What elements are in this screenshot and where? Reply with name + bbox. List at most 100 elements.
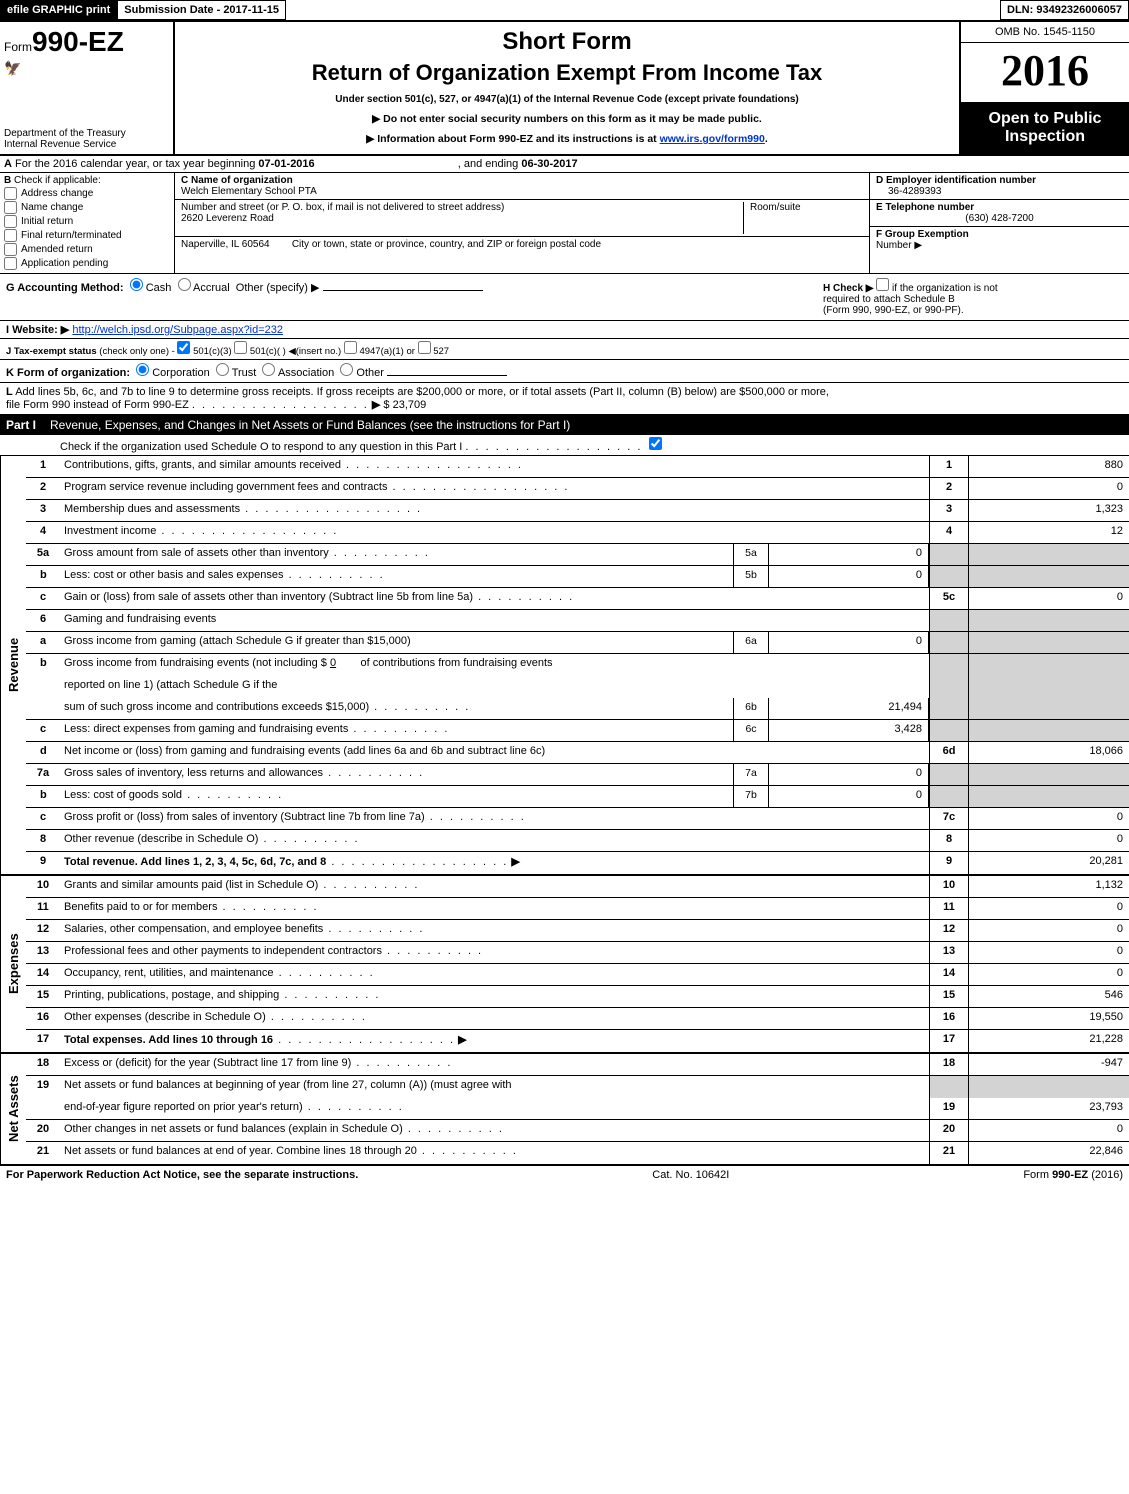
row-g-h: G Accounting Method: Cash Accrual Other … <box>0 274 1129 321</box>
lbl-4947: 4947(a)(1) or <box>359 346 414 357</box>
desc-5a: Gross amount from sale of assets other t… <box>60 544 733 565</box>
b-label: B <box>4 175 11 186</box>
ln-20: 20 <box>26 1120 60 1141</box>
col-c: C Name of organization Welch Elementary … <box>175 173 869 273</box>
line-13: 13Professional fees and other payments t… <box>26 942 1129 964</box>
part-i-title: Revenue, Expenses, and Changes in Net As… <box>50 418 570 432</box>
org-name: Welch Elementary School PTA <box>181 186 863 197</box>
mv-6c: 3,428 <box>769 720 929 741</box>
desc-14: Occupancy, rent, utilities, and maintena… <box>60 964 929 985</box>
irs-link[interactable]: www.irs.gov/form990 <box>660 133 765 145</box>
cb-initial[interactable] <box>4 215 17 228</box>
header-right: OMB No. 1545-1150 2016 Open to Public In… <box>959 22 1129 154</box>
desc-9-text: Total revenue. Add lines 1, 2, 3, 4, 5c,… <box>64 856 326 868</box>
cb-527[interactable] <box>418 341 431 354</box>
header-left: Form990-EZ 🦅 Department of the Treasury … <box>0 22 175 154</box>
num-4: 4 <box>929 522 969 543</box>
desc-6b-3: sum of such gross income and contributio… <box>60 698 733 719</box>
a-begin: 07-01-2016 <box>258 158 314 170</box>
desc-11: Benefits paid to or for members <box>60 898 929 919</box>
lbl-accrual: Accrual <box>193 282 230 294</box>
lbl-insert: ◀(insert no.) <box>288 346 341 357</box>
desc-6c: Less: direct expenses from gaming and fu… <box>60 720 733 741</box>
lbl-pending: Application pending <box>21 258 108 269</box>
dept-line1: Department of the Treasury <box>4 128 169 139</box>
lbl-501c: 501(c)( ) <box>250 346 286 357</box>
num-2: 2 <box>929 478 969 499</box>
mc-5b: 5b <box>733 566 769 587</box>
mc-7a: 7a <box>733 764 769 785</box>
mc-6c: 6c <box>733 720 769 741</box>
mv-5a: 0 <box>769 544 929 565</box>
dots-17 <box>273 1034 455 1046</box>
l-text1: Add lines 5b, 6c, and 7b to line 9 to de… <box>15 386 829 398</box>
num-6a-shade <box>929 632 969 653</box>
short-form-title: Short Form <box>183 28 951 56</box>
revenue-section: Revenue 1Contributions, gifts, grants, a… <box>0 456 1129 876</box>
other-specify-line[interactable] <box>323 290 483 291</box>
vtab-expenses: Expenses <box>0 876 26 1052</box>
cb-4947[interactable] <box>344 341 357 354</box>
lbl-cash: Cash <box>146 282 172 294</box>
num-6-shade <box>929 610 969 631</box>
num-11: 11 <box>929 898 969 919</box>
line-6d: dNet income or (loss) from gaming and fu… <box>26 742 1129 764</box>
num-7a-shade <box>929 764 969 785</box>
desc-6d: Net income or (loss) from gaming and fun… <box>60 742 929 763</box>
amt-14: 0 <box>969 964 1129 985</box>
line-5c: cGain or (loss) from sale of assets othe… <box>26 588 1129 610</box>
cb-schedule-o[interactable] <box>649 437 662 450</box>
open-public-1: Open to Public <box>965 110 1125 128</box>
desc-7a: Gross sales of inventory, less returns a… <box>60 764 733 785</box>
other-org-line[interactable] <box>387 375 507 376</box>
rb-assoc[interactable] <box>262 363 275 376</box>
desc-3: Membership dues and assessments <box>60 500 929 521</box>
mv-6a: 0 <box>769 632 929 653</box>
dept-line2: Internal Revenue Service <box>4 139 169 150</box>
netassets-section: Net Assets 18Excess or (deficit) for the… <box>0 1054 1129 1164</box>
ln-17: 17 <box>26 1030 60 1052</box>
part-i-label: Part I <box>6 418 36 432</box>
rb-cash[interactable] <box>130 278 143 291</box>
arrow2-prefix: ▶ Information about Form 990-EZ and its … <box>366 133 659 145</box>
l-arrow: ▶ <box>372 399 380 411</box>
rb-other-org[interactable] <box>340 363 353 376</box>
line-6b-2: reported on line 1) (attach Schedule G i… <box>26 676 1129 698</box>
cb-amended[interactable] <box>4 243 17 256</box>
rb-corp[interactable] <box>136 363 149 376</box>
expenses-section: Expenses 10Grants and similar amounts pa… <box>0 876 1129 1054</box>
ln-6b-blank <box>26 676 60 698</box>
vtab-revenue: Revenue <box>0 456 26 874</box>
e-box: E Telephone number (630) 428-7200 <box>870 200 1129 227</box>
desc-1: Contributions, gifts, grants, and simila… <box>60 456 929 477</box>
rb-accrual[interactable] <box>178 278 191 291</box>
ln-3: 3 <box>26 500 60 521</box>
cb-501c[interactable] <box>234 341 247 354</box>
line-18: 18Excess or (deficit) for the year (Subt… <box>26 1054 1129 1076</box>
amt-10: 1,132 <box>969 876 1129 897</box>
ln-11: 11 <box>26 898 60 919</box>
num-6b-shade <box>929 698 969 719</box>
top-bar: efile GRAPHIC print Submission Date - 20… <box>0 0 1129 22</box>
cb-pending[interactable] <box>4 257 17 270</box>
ln-19: 19 <box>26 1076 60 1098</box>
ln-6: 6 <box>26 610 60 631</box>
d-label: D Employer identification number <box>876 175 1036 186</box>
cb-final[interactable] <box>4 229 17 242</box>
mc-5a: 5a <box>733 544 769 565</box>
cb-addr-change[interactable] <box>4 187 17 200</box>
cb-h[interactable] <box>876 278 889 291</box>
website-link[interactable]: http://welch.ipsd.org/Subpage.aspx?id=23… <box>72 324 283 336</box>
desc-6: Gaming and fundraising events <box>60 610 929 631</box>
h-text2: required to attach Schedule B <box>823 294 955 305</box>
dln: DLN: 93492326006057 <box>1000 0 1129 20</box>
line-17: 17Total expenses. Add lines 10 through 1… <box>26 1030 1129 1052</box>
desc-20: Other changes in net assets or fund bala… <box>60 1120 929 1141</box>
rb-trust[interactable] <box>216 363 229 376</box>
cb-name-change[interactable] <box>4 201 17 214</box>
footer-right-form: 990-EZ <box>1052 1169 1088 1181</box>
mc-6a: 6a <box>733 632 769 653</box>
cb-501c3[interactable] <box>177 341 190 354</box>
footer-right-prefix: Form <box>1023 1169 1052 1181</box>
treasury-seal-icon: 🦅 <box>4 60 169 77</box>
